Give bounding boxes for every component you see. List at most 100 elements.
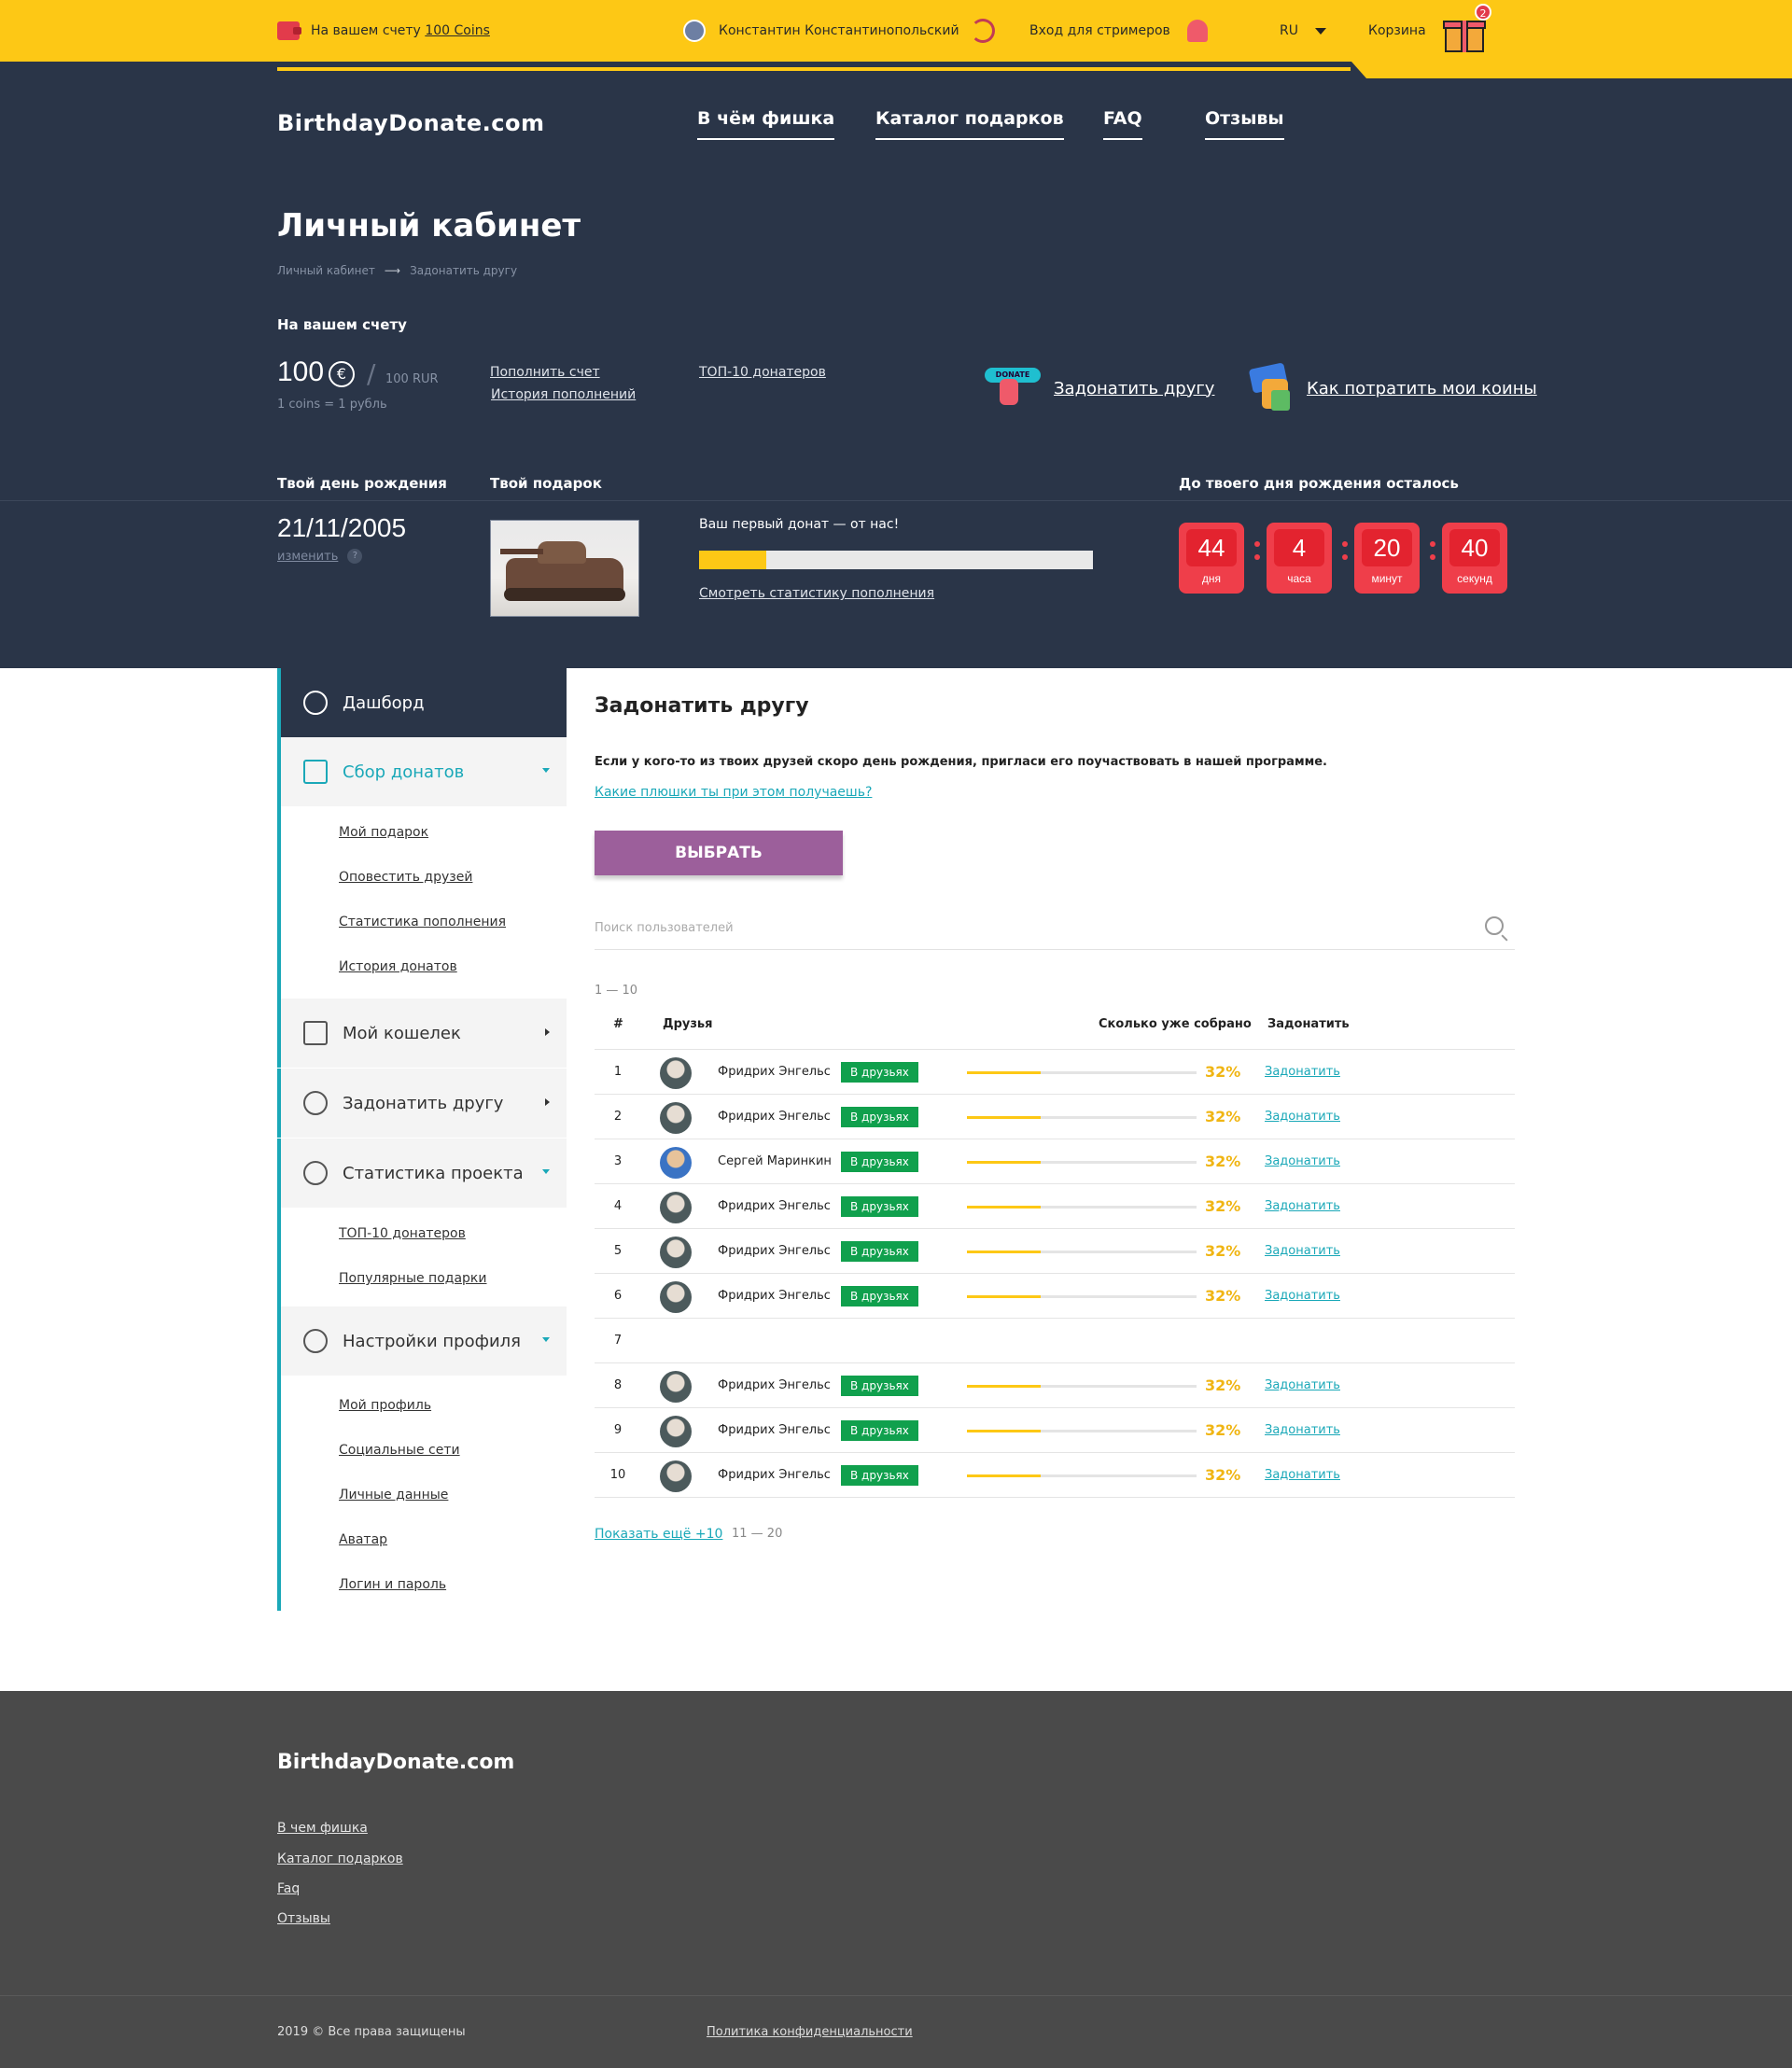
avatar[interactable] <box>660 1460 692 1492</box>
birthday-change-link[interactable]: изменить <box>277 549 339 564</box>
donate-friend-action[interactable]: DONATE Задонатить другу <box>985 366 1214 411</box>
search-input[interactable] <box>595 907 1453 948</box>
sidebar-subitem[interactable]: Оповестить друзей <box>339 870 473 885</box>
spend-coins-link[interactable]: Как потратить мои коины <box>1307 378 1537 398</box>
footer-logo[interactable]: BirthdayDonate.com <box>277 1751 515 1774</box>
sidebar-submenu-collect: Мой подарок Оповестить друзей Статистика… <box>277 806 567 999</box>
sidebar-subitem[interactable]: Статистика пополнения <box>339 915 507 929</box>
help-icon[interactable]: ? <box>347 549 363 564</box>
countdown-separator <box>1254 538 1260 566</box>
chevron-down-icon[interactable] <box>1314 27 1326 35</box>
friend-name[interactable]: Фридрих Энгельс <box>718 1110 831 1124</box>
chevron-right-icon[interactable] <box>545 1098 550 1106</box>
avatar[interactable] <box>660 1281 692 1313</box>
donate-link[interactable]: Задонатить <box>1265 1065 1340 1079</box>
user-menu[interactable]: Константин Константинопольский <box>683 0 995 62</box>
donate-link[interactable]: Задонатить <box>1265 1378 1340 1392</box>
donate-link[interactable]: Задонатить <box>1265 1289 1340 1303</box>
countdown-label: До твоего дня рождения осталось <box>1179 475 1459 492</box>
language-value[interactable]: RU <box>1280 23 1298 38</box>
donate-friend-link[interactable]: Задонатить другу <box>1054 378 1215 398</box>
footer-link-catalog[interactable]: Каталог подарков <box>277 1851 403 1866</box>
sidebar-item-wallet[interactable]: Мой кошелек <box>277 999 567 1068</box>
search-icon[interactable] <box>1485 916 1504 935</box>
cart[interactable]: Корзина 2 <box>1368 0 1491 62</box>
sidebar-subitem[interactable]: История донатов <box>339 959 457 974</box>
donate-link[interactable]: Задонатить <box>1265 1244 1340 1258</box>
sidebar-subitem[interactable]: Мой подарок <box>339 825 429 840</box>
logout-icon[interactable] <box>970 19 995 43</box>
donate-link[interactable]: Задонатить <box>1265 1468 1340 1482</box>
chevron-right-icon[interactable] <box>545 1028 550 1036</box>
top10-link[interactable]: ТОП-10 донатеров <box>699 365 826 380</box>
collected-progress-bar <box>967 1385 1197 1388</box>
chevron-down-icon[interactable] <box>542 768 550 773</box>
sidebar-subitem[interactable]: Мой профиль <box>339 1398 432 1413</box>
avatar[interactable] <box>660 1102 692 1134</box>
nav-features[interactable]: В чём фишка <box>697 108 835 140</box>
avatar[interactable] <box>660 1147 692 1179</box>
top-bar-line <box>277 67 1351 71</box>
site-logo[interactable]: BirthdayDonate.com <box>277 110 545 136</box>
gift-image[interactable] <box>490 520 639 617</box>
sidebar-item-project-stats[interactable]: Статистика проекта <box>277 1139 567 1208</box>
show-more-button[interactable]: Показать ещё +10 <box>595 1527 723 1542</box>
user-avatar <box>683 20 706 42</box>
topup-history-link[interactable]: История пополнений <box>491 387 637 402</box>
friend-name[interactable]: Фридрих Энгельс <box>718 1378 831 1392</box>
avatar[interactable] <box>660 1416 692 1447</box>
donate-link[interactable]: Задонатить <box>1265 1110 1340 1124</box>
donate-link[interactable]: Задонатить <box>1265 1423 1340 1437</box>
sidebar-subitem[interactable]: Личные данные <box>339 1488 449 1502</box>
choose-button[interactable]: ВЫБРАТЬ <box>595 831 843 875</box>
privacy-policy-link[interactable]: Политика конфиденциальности <box>707 2025 913 2039</box>
friend-name[interactable]: Фридрих Энгельс <box>718 1244 831 1258</box>
sidebar-subitem[interactable]: Логин и пароль <box>339 1577 447 1592</box>
footer-link-features[interactable]: В чем фишка <box>277 1821 368 1836</box>
avatar[interactable] <box>660 1371 692 1403</box>
chevron-down-icon[interactable] <box>542 1337 550 1342</box>
sidebar-subitem[interactable]: Социальные сети <box>339 1443 460 1458</box>
footer-link-faq[interactable]: Faq <box>277 1881 301 1896</box>
nav-faq[interactable]: FAQ <box>1103 108 1142 140</box>
nav-catalog[interactable]: Каталог подарков <box>875 108 1064 140</box>
chevron-down-icon[interactable] <box>542 1169 550 1174</box>
friend-name[interactable]: Фридрих Энгельс <box>718 1468 831 1482</box>
friend-name[interactable]: Фридрих Энгельс <box>718 1289 831 1303</box>
sidebar-subitem[interactable]: Популярные подарки <box>339 1271 487 1286</box>
language-select[interactable]: RU <box>1280 0 1326 62</box>
breadcrumb-item[interactable]: Личный кабинет <box>277 264 375 277</box>
balance-coins-link[interactable]: 100 Coins <box>425 23 490 38</box>
row-number: 10 <box>609 1468 626 1482</box>
cart-label[interactable]: Корзина <box>1368 23 1426 38</box>
sidebar-item-donate-friend[interactable]: Задонатить другу <box>277 1069 567 1138</box>
benefits-link[interactable]: Какие плюшки ты при этом получаешь? <box>595 785 873 800</box>
donate-link[interactable]: Задонатить <box>1265 1154 1340 1168</box>
sidebar-item-profile-settings[interactable]: Настройки профиля <box>277 1306 567 1376</box>
gift-cart-icon[interactable]: 2 <box>1443 4 1491 54</box>
page-title: Личный кабинет <box>277 207 581 245</box>
friend-name[interactable]: Фридрих Энгельс <box>718 1065 831 1079</box>
sidebar-subitem[interactable]: Аватар <box>339 1532 388 1547</box>
spend-coins-action[interactable]: Как потратить мои коины <box>1248 362 1537 411</box>
streamer-login-label[interactable]: Вход для стримеров <box>1029 23 1170 38</box>
avatar[interactable] <box>660 1237 692 1268</box>
user-name[interactable]: Константин Константинопольский <box>719 23 959 38</box>
sidebar-item-collect[interactable]: Сбор донатов <box>277 737 567 806</box>
avatar[interactable] <box>660 1057 692 1089</box>
row-number: 9 <box>613 1423 623 1437</box>
topup-stats-link[interactable]: Смотреть статистику пополнения <box>699 586 935 601</box>
footer-link-reviews[interactable]: Отзывы <box>277 1911 330 1926</box>
topup-link[interactable]: Пополнить счет <box>490 365 600 380</box>
donate-link[interactable]: Задонатить <box>1265 1199 1340 1213</box>
nav-reviews[interactable]: Отзывы <box>1205 108 1284 140</box>
friend-name[interactable]: Сергей Маринкин <box>718 1154 832 1168</box>
friend-name[interactable]: Фридрих Энгельс <box>718 1199 831 1213</box>
friend-status-badge: В друзьях <box>841 1465 918 1486</box>
sidebar-item-dashboard[interactable]: Дашборд <box>277 668 567 737</box>
row-number: 7 <box>613 1334 623 1348</box>
friend-name[interactable]: Фридрих Энгельс <box>718 1423 831 1437</box>
sidebar-subitem[interactable]: ТОП-10 донатеров <box>339 1226 466 1241</box>
avatar[interactable] <box>660 1192 692 1223</box>
streamer-login[interactable]: Вход для стримеров <box>1029 0 1208 62</box>
